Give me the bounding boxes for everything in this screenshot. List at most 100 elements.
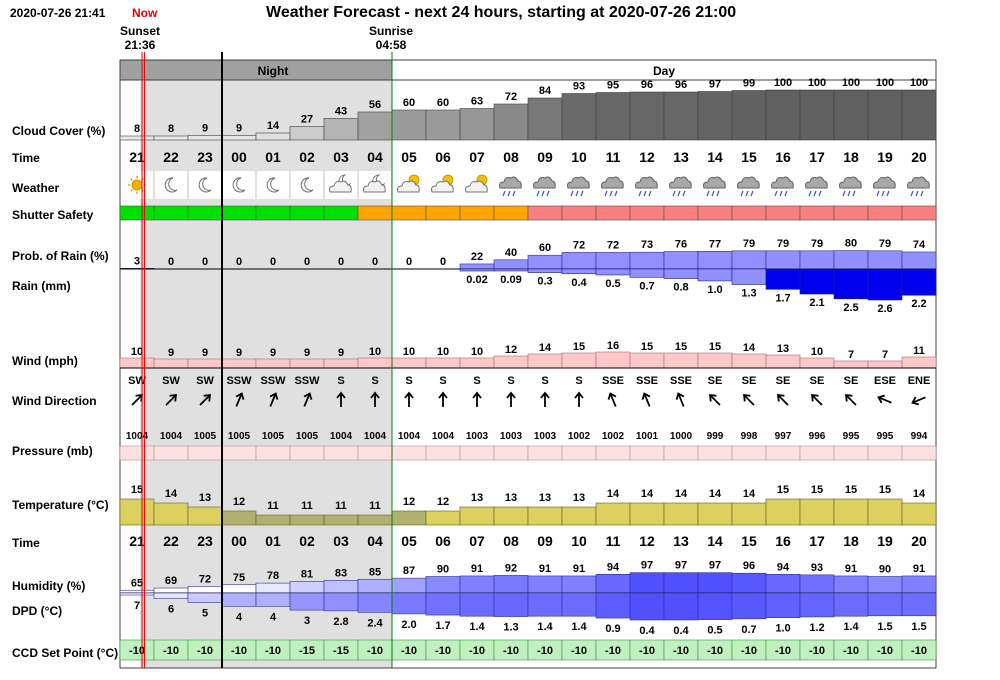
prob-rain-value: 80 — [845, 238, 857, 250]
rain-drop — [580, 190, 584, 197]
rain-drop — [886, 190, 890, 197]
temperature-value: 15 — [131, 484, 143, 496]
humidity-bar — [595, 573, 631, 594]
shutter-cell — [187, 205, 223, 221]
rain-bar — [833, 268, 869, 300]
prob-rain-bar — [731, 250, 767, 270]
pressure-value: 1003 — [500, 431, 523, 442]
shutter-cell — [221, 205, 257, 221]
rain-drop — [677, 190, 681, 197]
shutter-cell — [493, 205, 529, 221]
rain-drop — [716, 190, 720, 197]
wind-direction-label: SW — [128, 375, 146, 387]
humidity-value: 91 — [845, 563, 857, 575]
temperature-bar — [595, 502, 631, 526]
ccd-value: -10 — [605, 645, 621, 657]
wind-bar — [493, 355, 529, 369]
wind-arrow-icon — [877, 394, 892, 404]
cloud-bar — [663, 91, 699, 141]
pressure-value: 995 — [843, 431, 860, 442]
cloud-bar — [119, 135, 155, 141]
temperature-value: 11 — [369, 500, 381, 512]
wind-bar — [119, 357, 155, 369]
wind-bar — [527, 353, 563, 369]
arrow-head — [709, 394, 717, 402]
wind-arrow-icon — [709, 394, 721, 406]
humidity-value: 94 — [777, 561, 790, 573]
hour-label: 18 — [843, 149, 859, 165]
rain-drop — [536, 190, 540, 197]
night-band — [119, 59, 393, 81]
cloud-value: 100 — [910, 77, 928, 89]
icon-bg — [155, 171, 187, 199]
pressure-value: 996 — [809, 431, 826, 442]
rain-icon — [835, 171, 867, 199]
cloud-bar — [799, 89, 835, 141]
dpd-value: 0.9 — [605, 623, 620, 635]
cloud-shape — [873, 176, 896, 189]
dpd-bar — [527, 592, 563, 617]
ccd-value: -10 — [367, 645, 383, 657]
humidity-value: 72 — [199, 573, 211, 585]
rain-drop — [643, 190, 647, 197]
temperature-value: 13 — [471, 492, 483, 504]
wind-arrow-icon — [165, 394, 177, 406]
ccd-value: -10 — [401, 645, 417, 657]
label-prob-rain: Prob. of Rain (%) — [12, 249, 109, 263]
humidity-value: 93 — [811, 562, 823, 574]
cloud-bar — [391, 109, 427, 141]
humidity-bar — [221, 584, 257, 594]
pressure-value: 1002 — [568, 431, 591, 442]
arrow-head — [203, 394, 211, 402]
rain-drop — [609, 190, 613, 197]
cloud-bar — [527, 97, 563, 141]
cloud-bar — [459, 108, 495, 141]
pressure-value: 1005 — [228, 431, 251, 442]
cloud-value: 9 — [236, 123, 242, 135]
dpd-value: 2.0 — [401, 619, 416, 631]
pressure-value: 997 — [775, 431, 792, 442]
pressure-cell — [323, 445, 359, 461]
wind-value: 10 — [131, 346, 143, 358]
shutter-cell — [119, 205, 155, 221]
pressure-cell — [561, 445, 597, 461]
pressure-value: 1005 — [194, 431, 217, 442]
wind-direction-label: S — [575, 375, 582, 387]
arrow-head — [506, 391, 516, 399]
rain-drop — [847, 190, 851, 197]
hour-label: 02 — [299, 149, 315, 165]
ccd-value: -10 — [537, 645, 553, 657]
wind-arrow-icon — [540, 391, 550, 407]
rain-value: 0.09 — [500, 274, 521, 286]
wind-bar — [731, 353, 767, 369]
rain-drop — [852, 190, 856, 197]
label-rain: Rain (mm) — [12, 279, 71, 293]
rain-icon — [597, 171, 629, 199]
hour-label-2: 12 — [639, 533, 655, 549]
temperature-bar — [425, 510, 461, 526]
hour-label: 22 — [163, 149, 179, 165]
temperature-bar — [561, 506, 597, 526]
hour-label: 19 — [877, 149, 893, 165]
arrow-head — [574, 391, 584, 399]
cloud-shape — [737, 176, 760, 189]
rain-drop — [745, 190, 749, 197]
wind-value: 13 — [777, 343, 789, 355]
wind-value: 10 — [369, 346, 381, 358]
temperature-bar — [221, 510, 257, 526]
humidity-bar — [697, 572, 733, 594]
prob-rain-value: 79 — [811, 238, 823, 250]
wind-arrow-icon — [845, 394, 857, 406]
hour-label: 14 — [707, 149, 723, 165]
rain-drop — [512, 190, 516, 197]
wind-direction-label: SSW — [260, 375, 286, 387]
cloud-value: 100 — [876, 77, 894, 89]
rain-drop — [614, 190, 618, 197]
wind-direction-label: S — [507, 375, 514, 387]
pressure-value: 1004 — [126, 431, 149, 442]
arrow-head — [877, 394, 885, 404]
humidity-bar — [255, 582, 291, 594]
dpd-value: 0.5 — [707, 625, 722, 637]
ccd-value: -10 — [265, 645, 281, 657]
